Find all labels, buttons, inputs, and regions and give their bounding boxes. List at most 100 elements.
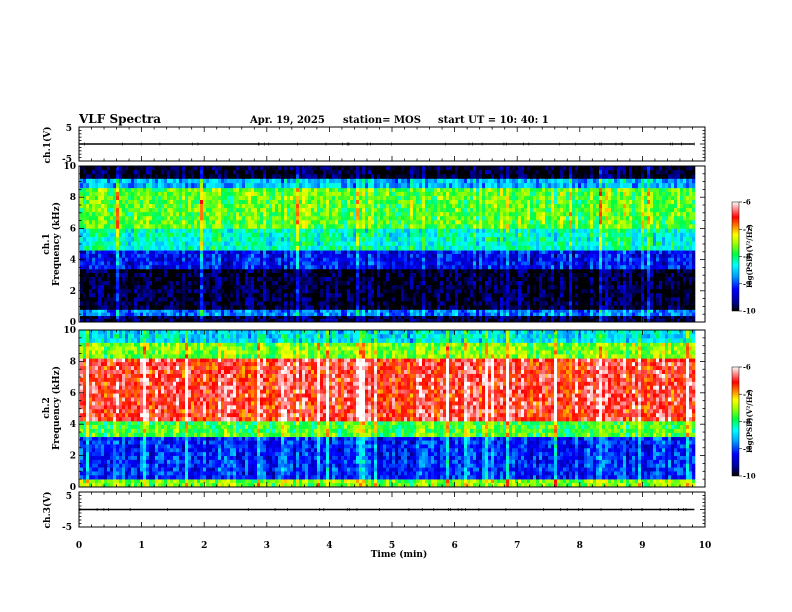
spectrogram-cell xyxy=(542,285,546,290)
spectrogram-cell xyxy=(347,228,351,234)
spectrogram-cell xyxy=(599,245,603,251)
spectrogram-cell xyxy=(326,228,330,234)
spectrogram-cell xyxy=(521,293,525,298)
spectrogram-cell xyxy=(599,277,603,282)
spectrogram-cell xyxy=(365,297,369,302)
spectrogram-cell xyxy=(410,289,414,294)
spectrogram-cell xyxy=(344,318,348,323)
spectrogram-cell xyxy=(335,318,339,323)
spectrogram-cell xyxy=(353,285,357,290)
spectrogram-cell xyxy=(230,277,234,282)
spectrogram-cell xyxy=(137,228,141,234)
spectrogram-cell xyxy=(596,245,600,251)
spectrogram-cell xyxy=(311,237,315,242)
spectrogram-cell xyxy=(296,245,300,251)
spectrogram-cell xyxy=(221,187,225,193)
spectrogram-cell xyxy=(203,318,207,323)
spectrogram-cell xyxy=(488,228,492,234)
spectrogram-cell xyxy=(455,265,459,270)
spectrogram-cell xyxy=(308,297,312,302)
spectrogram-cell xyxy=(200,281,204,286)
spectrogram-cell xyxy=(338,273,342,278)
spectrogram-cell xyxy=(659,245,663,251)
spectrogram-cell xyxy=(125,309,129,313)
spectrogram-cell xyxy=(92,285,96,290)
spectrogram-cell xyxy=(449,241,453,247)
spectrogram-cell xyxy=(488,273,492,278)
spectrogram-cell xyxy=(515,253,519,259)
spectrogram-cell xyxy=(434,253,438,259)
spectrogram-cell xyxy=(164,265,168,270)
spectrogram-cell xyxy=(98,318,102,323)
spectrogram-cell xyxy=(329,261,333,266)
spectrogram-cell xyxy=(182,273,186,278)
spectrogram-cell xyxy=(131,253,135,259)
spectrogram-cell xyxy=(227,301,231,306)
spectrogram-cell xyxy=(620,315,624,320)
spectrogram-cell xyxy=(188,309,192,313)
spectrogram-cell xyxy=(230,297,234,302)
spectrogram-cell xyxy=(299,305,303,310)
spectrogram-cell xyxy=(149,228,153,234)
spectrogram-cell xyxy=(341,318,345,323)
spectrogram-cell xyxy=(224,228,228,234)
spectrogram-cell xyxy=(116,187,120,193)
spectrogram-cell xyxy=(467,261,471,266)
spectrogram-cell xyxy=(605,257,609,262)
spectrogram-cell xyxy=(377,241,381,247)
spectrogram-cell xyxy=(533,228,537,234)
spectrogram-cell xyxy=(539,309,543,313)
spectrogram-cell xyxy=(83,305,87,310)
spectrogram-cell xyxy=(428,315,432,320)
spectrogram-cell xyxy=(539,315,543,320)
spectrogram-cell xyxy=(386,241,390,247)
spectrogram-cell xyxy=(260,257,264,262)
spectrogram-cell xyxy=(461,268,465,274)
spectrogram-cell xyxy=(566,285,570,290)
spectrogram-cell xyxy=(653,253,657,259)
spectrogram-cell xyxy=(332,312,336,317)
spectrogram-cell xyxy=(311,301,315,306)
spectrogram-cell xyxy=(335,305,339,310)
spectrogram-cell xyxy=(689,315,693,320)
spectrogram-cell xyxy=(419,237,423,242)
spectrogram-cell xyxy=(218,289,222,294)
spectrogram-cell xyxy=(161,268,165,274)
spectrogram-cell xyxy=(647,309,651,313)
spectrogram-cell xyxy=(179,305,183,310)
spectrogram-cell xyxy=(194,293,198,298)
spectrogram-cell xyxy=(560,289,564,294)
spectrogram-cell xyxy=(338,301,342,306)
spectrogram-cell xyxy=(563,297,567,302)
spectrogram-cell xyxy=(395,237,399,242)
spectrogram-cell xyxy=(173,289,177,294)
spectrogram-cell xyxy=(593,293,597,298)
spectrogram-cell xyxy=(221,273,225,278)
spectrogram-cell xyxy=(503,250,507,255)
spectrogram-cell xyxy=(260,312,264,317)
spectrogram-cell xyxy=(422,318,426,323)
spectrogram-cell xyxy=(653,241,657,247)
spectrogram-cell xyxy=(227,250,231,255)
spectrogram-cell xyxy=(350,257,354,262)
spectrogram-cell xyxy=(281,237,285,242)
spectrogram-cell xyxy=(275,318,279,323)
spectrogram-cell xyxy=(389,281,393,286)
spectrogram-cell xyxy=(248,265,252,270)
spectrogram-cell xyxy=(473,301,477,306)
spectrogram-cell xyxy=(326,241,330,247)
spectrogram-cell xyxy=(488,318,492,323)
spectrogram-cell xyxy=(656,293,660,298)
spectrogram-cell xyxy=(92,265,96,270)
spectrogram-cell xyxy=(620,250,624,255)
spectrogram-cell xyxy=(611,257,615,262)
spectrogram-cell xyxy=(560,232,564,238)
spectrogram-cell xyxy=(569,253,573,259)
spectrogram-cell xyxy=(131,315,135,320)
spectrogram-cell xyxy=(452,315,456,320)
spectrogram-cell xyxy=(530,250,534,255)
spectrogram-cell xyxy=(569,293,573,298)
spectrogram-cell xyxy=(119,297,123,302)
spectrogram-cell xyxy=(557,309,561,313)
spectrogram-cell xyxy=(209,285,213,290)
